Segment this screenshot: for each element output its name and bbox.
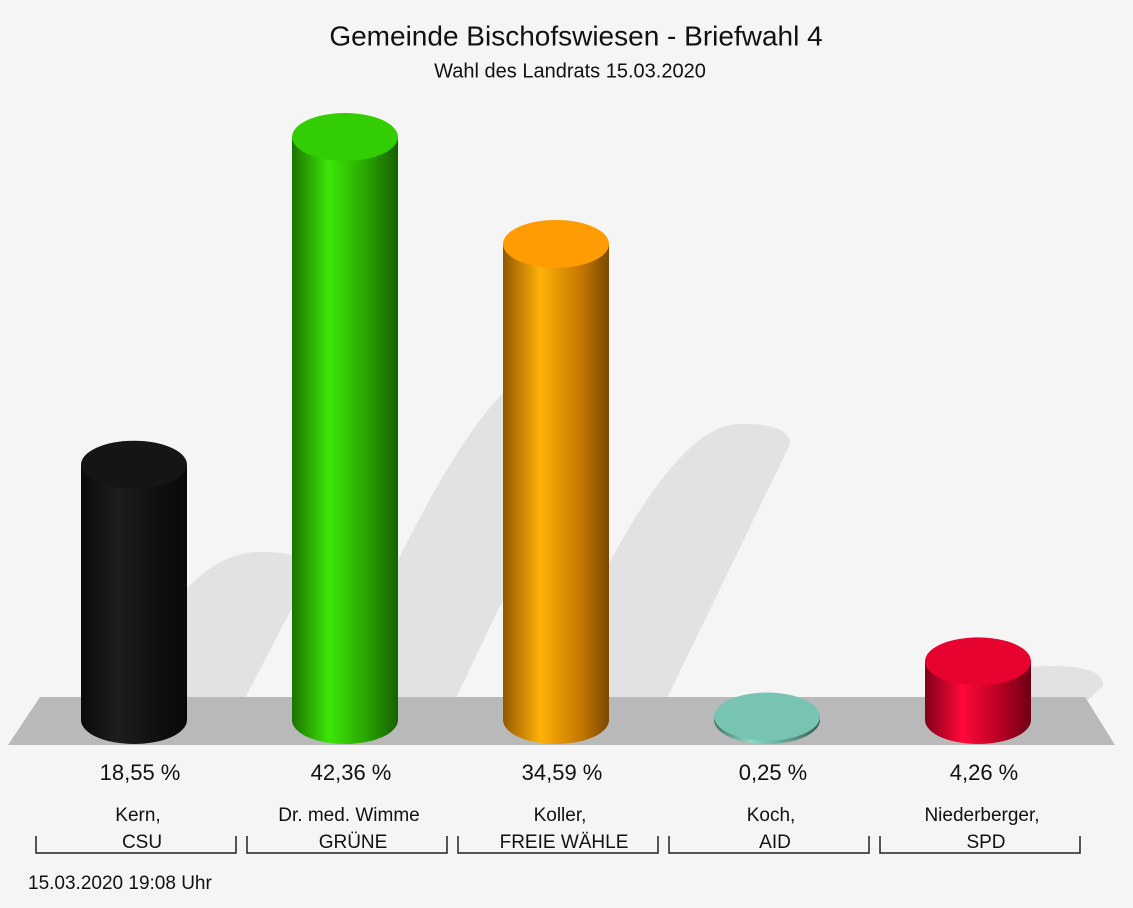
bar-top — [292, 113, 398, 161]
chart-title: Gemeinde Bischofswiesen - Briefwahl 4 — [329, 20, 822, 51]
party-label: AID — [759, 832, 791, 853]
value-label: 42,36 % — [311, 760, 392, 785]
party-label: SPD — [966, 832, 1005, 853]
category-label: Koller, — [534, 805, 587, 826]
bar-body — [81, 464, 187, 720]
category-label: Niederberger, — [924, 805, 1039, 826]
bars — [81, 113, 1031, 744]
party-label: FREIE WÄHLE — [500, 832, 629, 853]
category-label: Koch, — [747, 805, 796, 826]
bar-top — [81, 440, 187, 489]
value-label: 34,59 % — [522, 760, 603, 785]
category-label: Kern, — [115, 805, 160, 826]
party-label: GRÜNE — [319, 832, 388, 853]
label-bracket — [35, 836, 237, 854]
label-bracket — [879, 836, 1081, 854]
value-label: 18,55 % — [100, 760, 181, 785]
footer: 15.03.2020 19:08 Uhr — [28, 873, 212, 894]
label-bracket — [668, 836, 870, 854]
bar-body — [503, 243, 609, 720]
value-label: 0,25 % — [739, 760, 808, 785]
category-label: Dr. med. Wimme — [278, 805, 419, 826]
chart-subtitle: Wahl des Landrats 15.03.2020 — [434, 60, 706, 82]
bar-top — [925, 637, 1031, 686]
label-bracket — [246, 836, 448, 854]
value-label: 4,26 % — [950, 760, 1019, 785]
bar-top — [714, 692, 820, 741]
party-label: CSU — [122, 832, 162, 853]
label-bracket — [457, 836, 659, 854]
bar-body — [292, 137, 398, 720]
bar-top — [503, 219, 609, 268]
